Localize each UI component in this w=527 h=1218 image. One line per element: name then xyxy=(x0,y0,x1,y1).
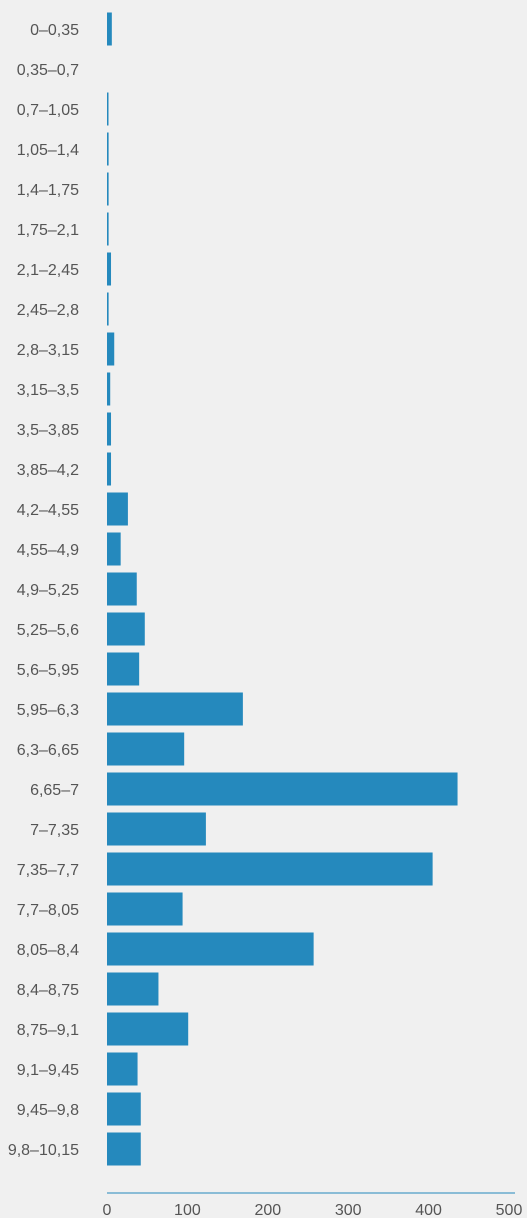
category-labels: 0–0,35 0,35–0,7 0,7–1,05 1,05–1,4 1,4–1,75 1,… xyxy=(8,22,79,1159)
category-label: 8,05–8,4 xyxy=(17,942,79,959)
bar xyxy=(107,852,433,886)
category-label: 0,7–1,05 xyxy=(17,102,79,119)
category-label: 8,4–8,75 xyxy=(17,982,79,999)
category-label: 3,5–3,85 xyxy=(17,422,79,439)
bar xyxy=(107,132,109,166)
bar xyxy=(107,772,458,806)
category-label: 0,35–0,7 xyxy=(17,62,79,79)
bar xyxy=(107,572,137,606)
bar xyxy=(107,532,121,566)
x-tick-label: 200 xyxy=(254,1202,281,1218)
bar xyxy=(107,1012,189,1046)
bar xyxy=(107,1132,141,1166)
x-tick-label: 0 xyxy=(103,1202,112,1218)
bar xyxy=(107,812,206,846)
bar xyxy=(107,612,145,646)
category-label: 1,4–1,75 xyxy=(17,182,79,199)
bar xyxy=(107,972,159,1006)
bar xyxy=(107,12,112,46)
bar xyxy=(107,332,115,366)
category-label: 8,75–9,1 xyxy=(17,1022,79,1039)
bar xyxy=(107,892,183,926)
category-label: 6,65–7 xyxy=(30,782,79,799)
category-label: 4,55–4,9 xyxy=(17,542,79,559)
category-label: 3,85–4,2 xyxy=(17,462,79,479)
category-label: 4,2–4,55 xyxy=(17,502,79,519)
category-label: 2,1–2,45 xyxy=(17,262,79,279)
category-label: 7,35–7,7 xyxy=(17,862,79,879)
category-label: 1,75–2,1 xyxy=(17,222,79,239)
x-tick-label: 300 xyxy=(335,1202,362,1218)
category-label: 5,25–5,6 xyxy=(17,622,79,639)
category-label: 3,15–3,5 xyxy=(17,382,79,399)
category-label: 9,45–9,8 xyxy=(17,1102,79,1119)
bar xyxy=(107,1052,138,1086)
bar xyxy=(107,172,109,206)
category-label: 2,45–2,8 xyxy=(17,302,79,319)
x-tick-label: 500 xyxy=(496,1202,523,1218)
bar xyxy=(107,732,185,766)
bar xyxy=(107,92,109,126)
bar xyxy=(107,252,112,286)
x-tick-label: 100 xyxy=(174,1202,201,1218)
x-axis-ticks: 0 100 200 300 400 500 xyxy=(103,1202,523,1218)
category-label: 9,8–10,15 xyxy=(8,1142,79,1159)
category-label: 7–7,35 xyxy=(30,822,79,839)
category-label: 6,3–6,65 xyxy=(17,742,79,759)
bar xyxy=(107,492,128,526)
category-label: 0–0,35 xyxy=(30,22,79,39)
bar xyxy=(107,692,243,726)
bar xyxy=(107,212,109,246)
category-label: 5,95–6,3 xyxy=(17,702,79,719)
category-label: 5,6–5,95 xyxy=(17,662,79,679)
bar xyxy=(107,412,112,446)
x-tick-label: 400 xyxy=(415,1202,442,1218)
category-label: 7,7–8,05 xyxy=(17,902,79,919)
category-label: 1,05–1,4 xyxy=(17,142,79,159)
category-label: 2,8–3,15 xyxy=(17,342,79,359)
bar xyxy=(107,452,112,486)
category-label: 4,9–5,25 xyxy=(17,582,79,599)
category-label: 9,1–9,45 xyxy=(17,1062,79,1079)
bar xyxy=(107,372,111,406)
bar xyxy=(107,1092,141,1126)
bar xyxy=(107,932,314,966)
bars-layer xyxy=(107,12,458,1166)
bar xyxy=(107,652,140,686)
bar xyxy=(107,292,109,326)
